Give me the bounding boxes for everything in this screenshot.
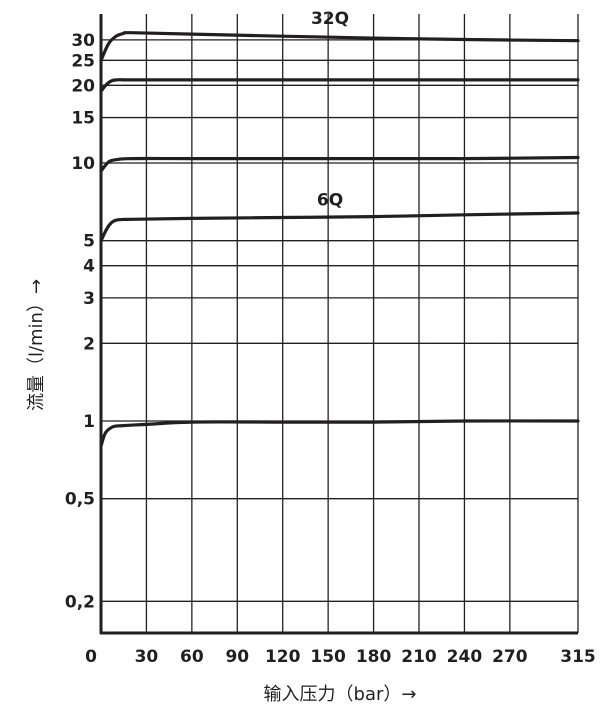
series-line (101, 33, 578, 61)
x-tick-label: 240 (447, 647, 483, 667)
y-tick-label: 3 (83, 289, 95, 309)
x-tick-label: 315 (560, 647, 596, 667)
y-tick-label: 20 (71, 76, 95, 96)
x-tick-label: 0 (85, 647, 97, 667)
y-tick-label: 15 (71, 109, 95, 129)
x-tick-label: 30 (135, 647, 159, 667)
y-tick-label: 5 (83, 232, 95, 252)
series-line (101, 213, 578, 241)
y-tick-label: 10 (71, 154, 95, 174)
series-line (101, 158, 578, 172)
tick-labels: 0 30 60 90 120 150 180 210 240 270 315 0,2 0,5 1 2 3 4 5 1… (65, 31, 596, 667)
x-tick-label: 210 (401, 647, 437, 667)
series-label: 32Q (311, 9, 349, 29)
grid (101, 14, 578, 633)
series-label: 6Q (317, 190, 343, 210)
x-tick-label: 180 (356, 647, 392, 667)
x-tick-label: 90 (225, 647, 249, 667)
y-tick-label: 1 (83, 412, 95, 432)
series-line (101, 421, 578, 446)
y-tick-label: 30 (71, 31, 95, 51)
axes (100, 14, 578, 634)
x-tick-label: 270 (492, 647, 528, 667)
x-tick-label: 120 (265, 647, 301, 667)
y-tick-label: 4 (83, 257, 95, 277)
y-axis-label: 流量（l/min）→ (26, 279, 47, 411)
x-axis-label: 输入压力（bar）→ (264, 684, 417, 705)
series-group (101, 33, 578, 446)
y-tick-label: 0,5 (65, 490, 95, 510)
x-tick-label: 60 (180, 647, 204, 667)
y-tick-label: 0,2 (65, 592, 95, 612)
x-tick-label: 150 (310, 647, 346, 667)
y-tick-label: 25 (71, 51, 95, 71)
y-tick-label: 2 (83, 334, 95, 354)
